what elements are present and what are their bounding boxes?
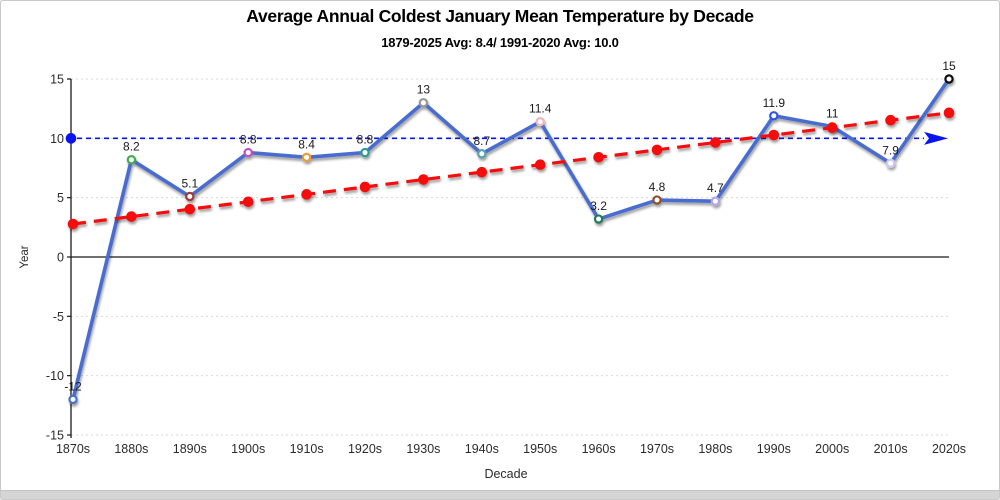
data-point-label-1940s: 8.7 xyxy=(473,134,490,148)
data-point-label-1950s: 11.4 xyxy=(529,102,552,116)
x-axis-title: Decade xyxy=(484,467,527,481)
x-tick-label-1930s: 1930s xyxy=(406,442,440,456)
x-tick-label-1990s: 1990s xyxy=(757,442,791,456)
data-point-marker-1970s xyxy=(652,195,662,205)
x-tick-label-1890s: 1890s xyxy=(173,442,207,456)
y-tick-label-5: 5 xyxy=(57,191,64,205)
x-tick-label-1880s: 1880s xyxy=(114,442,148,456)
x-tick-label-2010s: 2010s xyxy=(874,442,908,456)
data-point-marker-1950s xyxy=(535,117,545,127)
data-point-label-1890s: 5.1 xyxy=(181,176,198,190)
data-point-label-1970s: 4.8 xyxy=(649,180,666,194)
data-point-label-1990s: 11.9 xyxy=(763,96,786,110)
series-line xyxy=(71,77,951,402)
trend-point-1960s xyxy=(593,151,604,163)
trend-point-1910s xyxy=(301,189,312,200)
trend-point-1900s xyxy=(242,196,254,208)
chart-title: Average Annual Coldest January Mean Temp… xyxy=(246,6,754,26)
reference-avg-line-group xyxy=(65,131,948,145)
trend-point-2000s xyxy=(826,122,838,133)
x-tick-label-2020s: 2020s xyxy=(932,442,966,456)
data-point-label-1910s: 8.4 xyxy=(298,137,315,151)
x-tick-label-1980s: 1980s xyxy=(698,442,732,456)
x-tick-label-1970s: 1970s xyxy=(640,442,674,456)
data-point-label-1870s: -12 xyxy=(64,379,82,393)
x-tick-label-1960s: 1960s xyxy=(582,442,616,456)
reference-start-dot xyxy=(65,133,77,144)
y-tick-label--10: -10 xyxy=(46,369,64,383)
y-tick-label--15: -15 xyxy=(46,429,64,443)
data-point-marker-1910s xyxy=(301,152,312,163)
x-tick-label-1920s: 1920s xyxy=(348,442,382,456)
trend-point-1940s xyxy=(476,166,488,178)
y-tick-label-10: 10 xyxy=(50,132,64,146)
data-point-label-1930s: 13 xyxy=(417,83,431,97)
data-point-label-1900s: 8.8 xyxy=(240,133,257,147)
x-tick-label-1910s: 1910s xyxy=(290,442,324,456)
trend-point-1880s xyxy=(126,211,137,222)
x-tick-label-1870s: 1870s xyxy=(56,442,90,456)
data-point-label-2020s: 15 xyxy=(942,59,956,73)
trend-point-1970s xyxy=(651,144,663,156)
data-point-label-2010s: 7.9 xyxy=(882,143,899,157)
data-point-marker-1960s xyxy=(593,214,604,224)
data-point-label-2000s: 11 xyxy=(826,106,839,120)
data-point-marker-2010s xyxy=(885,158,896,168)
trend-point-1890s xyxy=(184,203,196,215)
x-tick-label-2000s: 2000s xyxy=(815,442,849,456)
data-point-label-1920s: 8.8 xyxy=(357,133,374,147)
y-tick-label-15: 15 xyxy=(50,73,64,87)
trend-point-1920s xyxy=(359,181,371,193)
trend-point-1980s xyxy=(710,137,721,148)
trend-point-2020s xyxy=(943,107,955,119)
data-point-label-1980s: 4.7 xyxy=(707,181,724,195)
y-tick-label-0: 0 xyxy=(57,251,64,265)
data-point-label-1880s: 8.2 xyxy=(123,140,140,154)
trend-point-1990s xyxy=(768,129,780,141)
data-point-marker-1940s xyxy=(477,149,487,159)
data-point-marker-1890s xyxy=(185,191,195,202)
bottom-edge-bar xyxy=(1,490,999,499)
data-point-marker-1920s xyxy=(360,147,370,158)
y-axis-title: Year xyxy=(19,245,31,268)
trend-point-1870s xyxy=(67,218,79,230)
data-point-marker-1930s xyxy=(418,98,429,108)
trend-line-group xyxy=(67,107,955,230)
data-point-marker-2020s xyxy=(944,74,954,84)
reference-arrow-head xyxy=(924,131,948,145)
data-point-marker-1880s xyxy=(126,154,137,165)
data-point-marker-1870s xyxy=(68,394,78,405)
temperature-series-group xyxy=(68,74,954,405)
x-tick-label-1950s: 1950s xyxy=(523,442,557,456)
x-tick-label-1940s: 1940s xyxy=(465,442,499,456)
data-point-marker-1900s xyxy=(243,147,253,158)
data-point-marker-1980s xyxy=(710,196,721,206)
trend-point-2010s xyxy=(885,114,896,126)
trend-line xyxy=(72,111,950,226)
y-tick-label--5: -5 xyxy=(53,310,64,324)
trend-point-1930s xyxy=(418,174,429,185)
x-tick-label-1900s: 1900s xyxy=(231,442,265,456)
trend-point-1950s xyxy=(534,159,546,171)
chart-subtitle: 1879-2025 Avg: 8.4/ 1991-2020 Avg: 10.0 xyxy=(381,35,619,50)
data-point-marker-1990s xyxy=(769,111,779,121)
data-point-label-1960s: 3.2 xyxy=(590,199,607,213)
